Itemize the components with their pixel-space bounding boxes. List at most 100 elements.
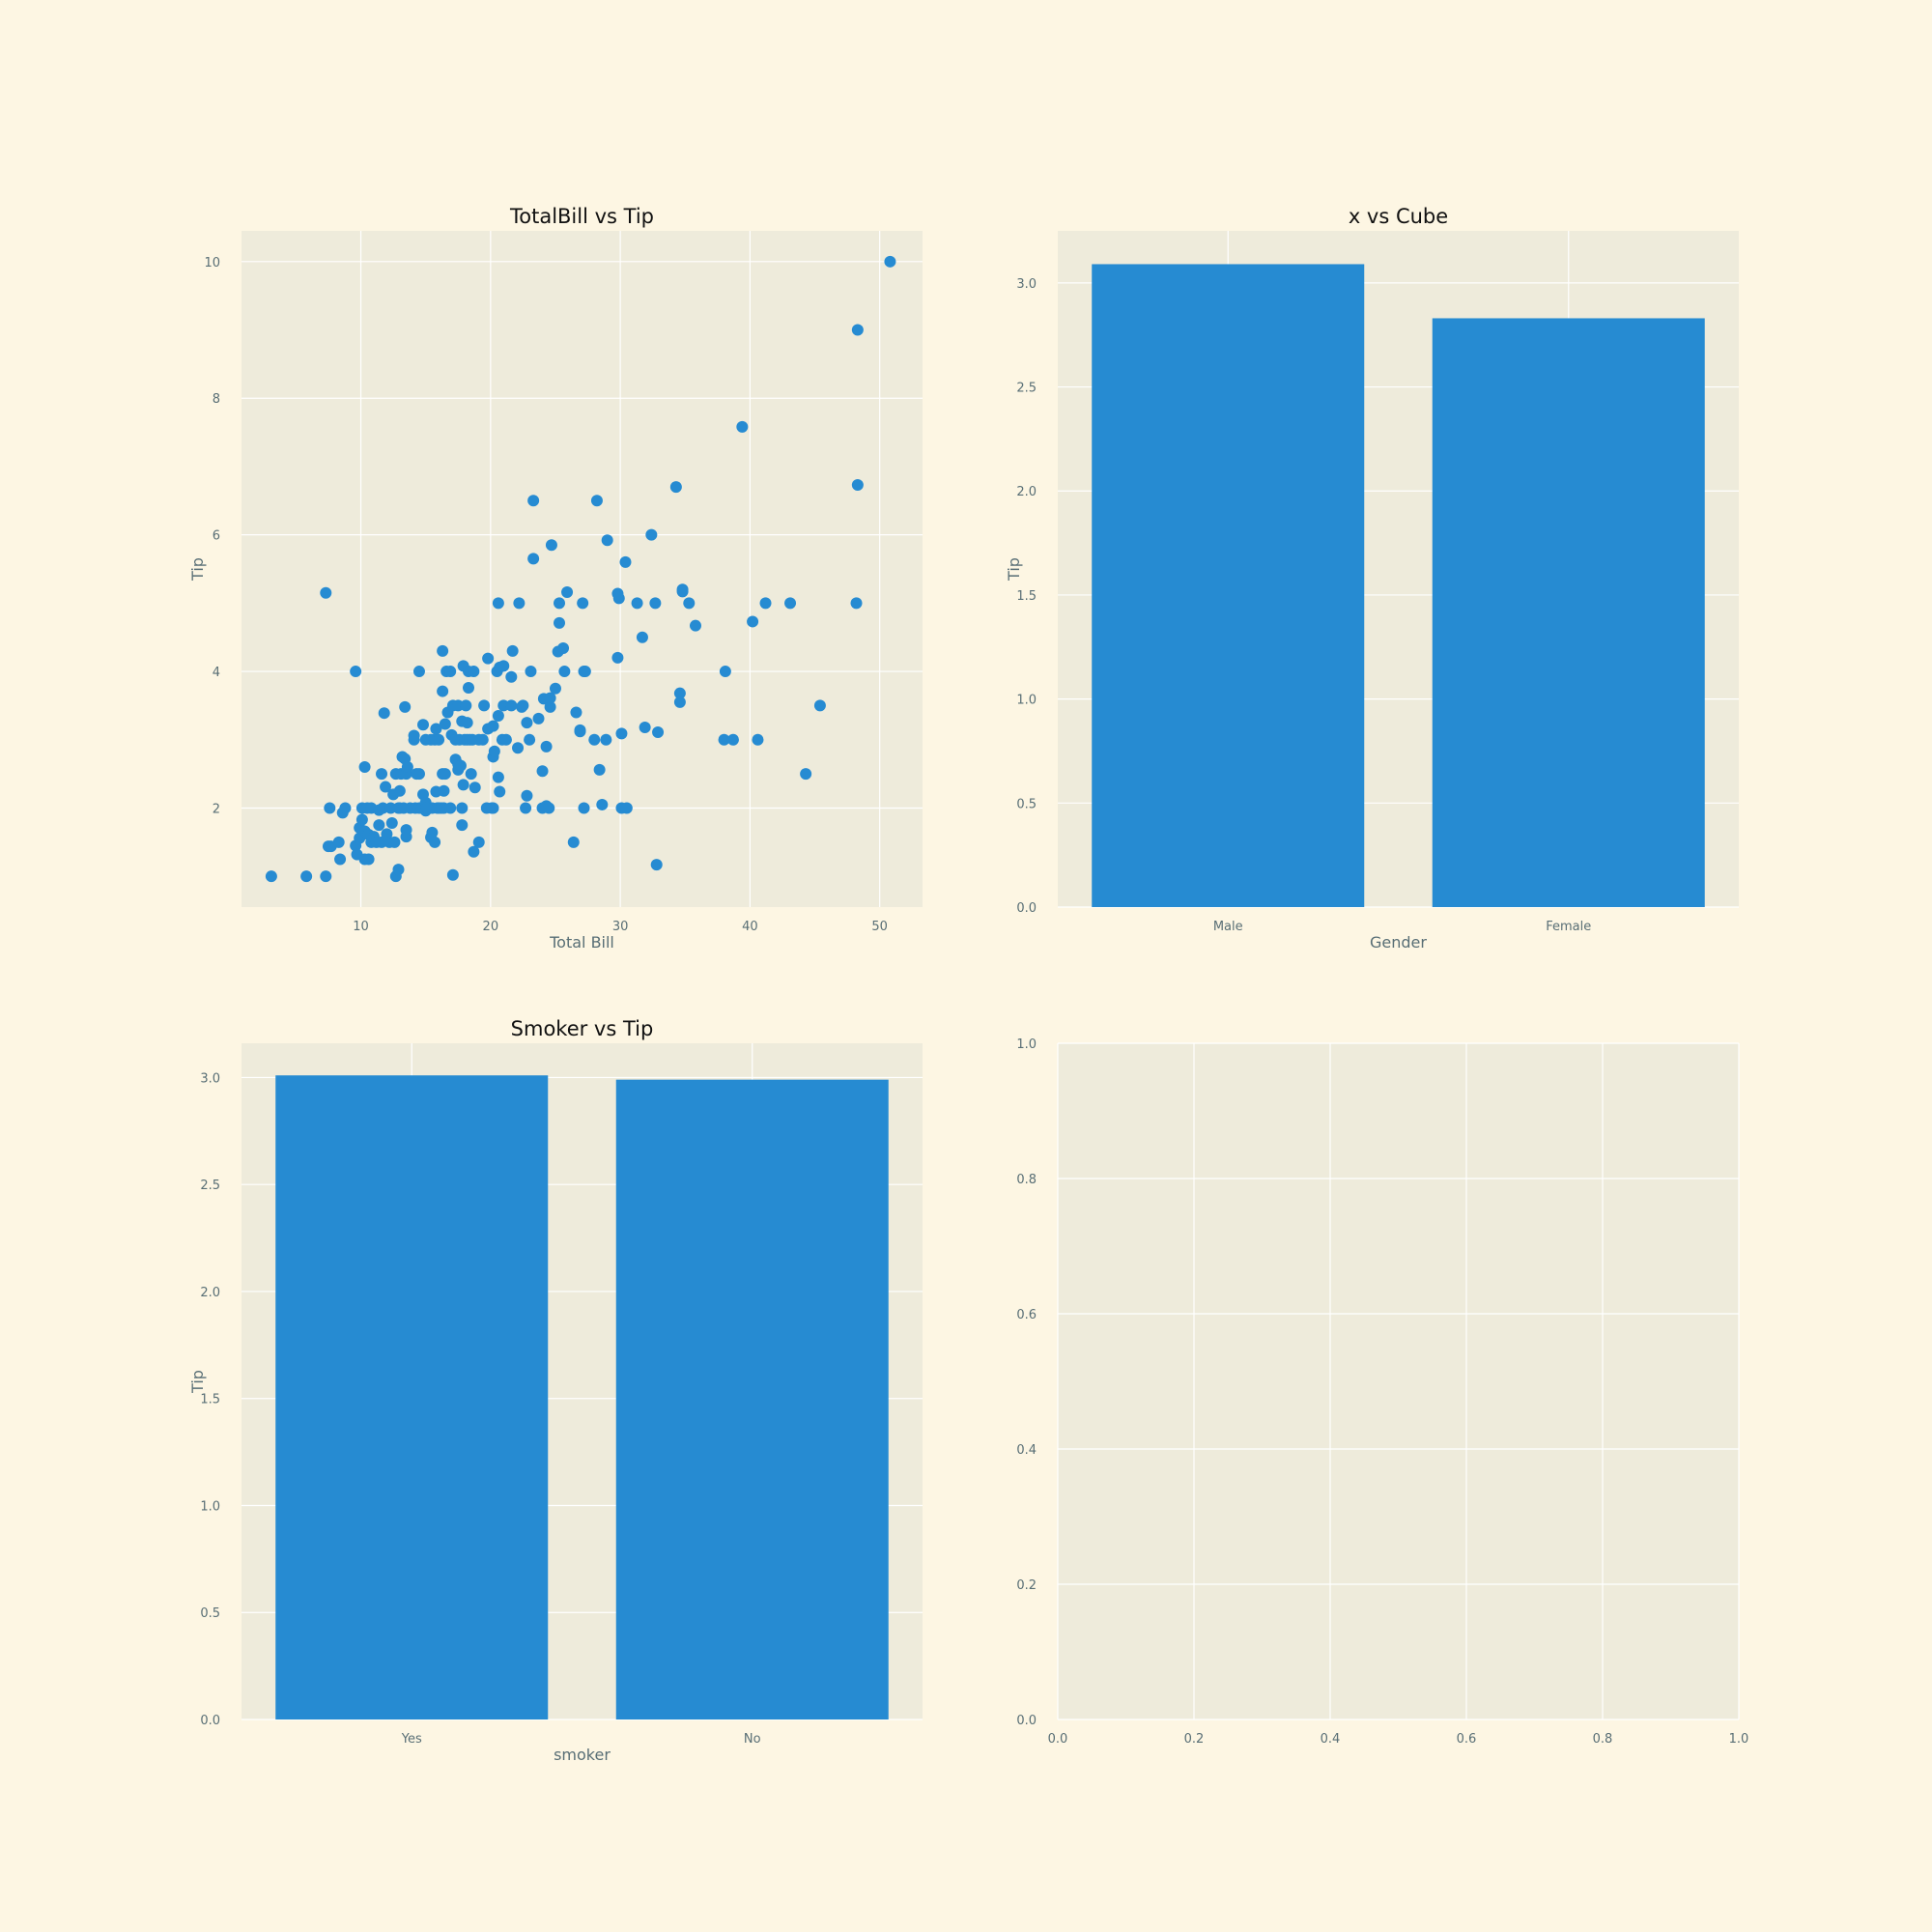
scatter-point [373, 819, 385, 832]
x-tick-label: 0.4 [1321, 1732, 1341, 1747]
scatter-point [558, 666, 571, 678]
scatter-point [676, 585, 689, 598]
scatter-point [540, 740, 553, 753]
scatter-point [401, 761, 413, 774]
scatter-point [408, 729, 420, 742]
subplot-title: TotalBill vs Tip [509, 205, 654, 228]
scatter-point [600, 733, 612, 746]
scatter-point [784, 597, 797, 610]
y-tick-label: 2.5 [1016, 382, 1037, 396]
y-tick-label: 0.0 [1016, 1714, 1037, 1728]
scatter-point [350, 666, 362, 678]
scatter-point [520, 802, 532, 814]
scatter-point [554, 597, 565, 610]
scatter-point [358, 761, 371, 774]
scatter-point [619, 555, 632, 568]
scatter-point [438, 784, 450, 797]
scatter-point [492, 710, 504, 723]
scatter-point [412, 666, 425, 678]
scatter-point [376, 768, 388, 781]
scatter-point [429, 836, 441, 848]
scatter-point [545, 539, 557, 552]
subplot-title: x vs Cube [1349, 205, 1448, 228]
scatter-point [499, 733, 512, 746]
scatter-point [726, 733, 739, 746]
scatter-point [577, 597, 589, 610]
bar-no [615, 1079, 889, 1719]
bar-yes [275, 1075, 549, 1719]
scatter-point [690, 619, 701, 632]
subplot-1: 2 4 6 8 10 10 20 30 40 50 TotalBill vs Tip Total Bi… [188, 205, 923, 952]
scatter-point [463, 682, 474, 695]
y-tick-label: 0.2 [1016, 1578, 1037, 1593]
scatter-point [718, 733, 730, 746]
scatter-point [747, 615, 759, 628]
scatter-point [884, 255, 896, 268]
y-tick-label: 0.8 [1016, 1173, 1037, 1187]
scatter-point [631, 597, 643, 610]
x-tick-label: 20 [483, 920, 499, 934]
y-axis-label: Tip [188, 557, 207, 582]
scatter-point [588, 733, 601, 746]
x-tick-label: 1.0 [1729, 1732, 1749, 1747]
axes-background [242, 231, 923, 907]
y-tick-label: 8 [213, 392, 220, 407]
scatter-point [457, 779, 469, 791]
scatter-point [456, 819, 469, 832]
y-tick-label: 2.5 [200, 1179, 220, 1193]
scatter-point [736, 420, 749, 433]
scatter-point [652, 725, 665, 738]
scatter-point [400, 824, 412, 837]
scatter-point [567, 836, 580, 848]
scatter-point [759, 597, 772, 610]
bar-male [1092, 264, 1365, 907]
scatter-point [332, 836, 345, 848]
y-tick-label: 3.0 [200, 1071, 220, 1086]
scatter-point [393, 784, 406, 797]
subplot-2: 0.0 0.5 1.0 1.5 2.0 2.5 3.0 Male Female x vs Cube… [1005, 205, 1739, 952]
y-tick-label: 2.0 [200, 1286, 220, 1300]
scatter-point [412, 768, 425, 781]
y-tick-label: 0.6 [1016, 1308, 1037, 1322]
scatter-point [320, 870, 332, 883]
scatter-point [487, 720, 499, 732]
y-tick-label: 2 [213, 802, 220, 816]
scatter-point [579, 666, 591, 678]
scatter-point [851, 479, 864, 492]
scatter-point [669, 481, 682, 494]
scatter-point [339, 802, 352, 814]
scatter-point [649, 597, 662, 610]
scatter-point [380, 781, 392, 793]
scatter-point [494, 785, 506, 798]
scatter-point [570, 706, 582, 719]
scatter-point [612, 592, 625, 605]
y-tick-label: 0.4 [1016, 1443, 1037, 1458]
axes-background [1058, 1043, 1739, 1719]
scatter-point [574, 724, 586, 736]
scatter-point [645, 528, 658, 541]
scatter-point [324, 802, 336, 814]
scatter-point [593, 763, 606, 776]
scatter-point [300, 870, 313, 883]
scatter-point [426, 826, 439, 838]
scatter-point [392, 864, 405, 876]
scatter-point [399, 700, 412, 713]
scatter-point [521, 789, 533, 802]
scatter-point [388, 836, 401, 848]
scatter-point [800, 768, 812, 781]
scatter-point [437, 644, 449, 657]
scatter-point [444, 666, 457, 678]
y-tick-label: 3.0 [1016, 277, 1037, 292]
scatter-point [557, 642, 570, 655]
scatter-point [521, 717, 533, 729]
scatter-point [417, 719, 429, 731]
scatter-point [437, 685, 449, 697]
scatter-point [611, 651, 624, 664]
scatter-point [433, 733, 445, 746]
scatter-point [513, 597, 526, 610]
y-tick-label: 1.0 [1016, 1037, 1037, 1052]
x-tick-label: No [744, 1732, 761, 1747]
scatter-point [813, 699, 826, 712]
y-axis-label: Tip [188, 1370, 207, 1394]
scatter-point [456, 802, 469, 814]
